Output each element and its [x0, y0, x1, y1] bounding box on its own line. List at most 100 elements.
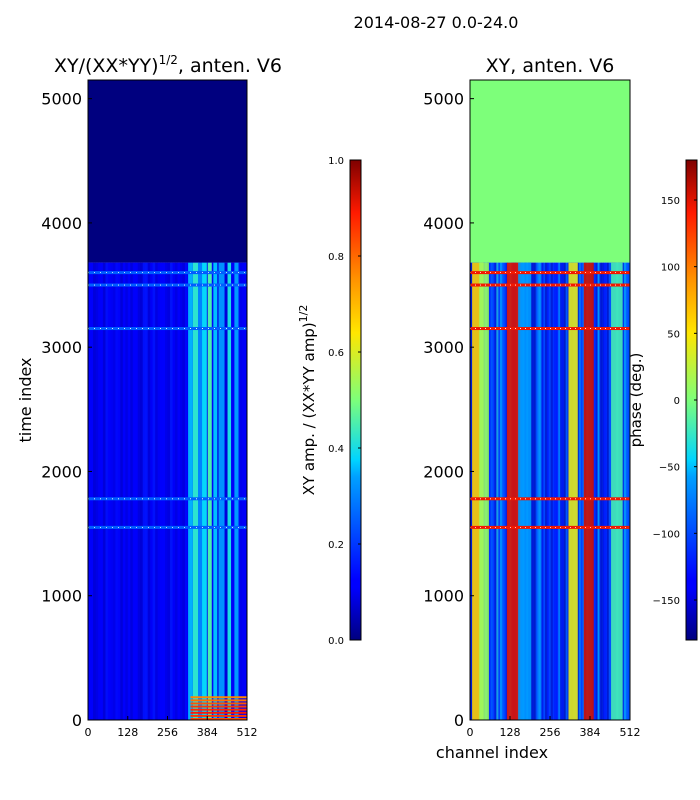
- phase-texture-column: [500, 262, 503, 720]
- amplitude-texture-column: [172, 262, 176, 720]
- phase-empty-region: [470, 80, 630, 263]
- phase-channel-band: [472, 262, 484, 720]
- amplitude-noise-strip: [190, 702, 247, 705]
- amplitude-texture-column: [167, 262, 171, 720]
- phase-panel-title: XY, anten. V6: [486, 55, 615, 77]
- phase-channel-band: [518, 262, 532, 720]
- phase-texture-column: [556, 262, 559, 720]
- amplitude-texture-column: [142, 262, 146, 720]
- phase-texture-column: [558, 262, 561, 720]
- amplitude-texture-column: [125, 262, 129, 720]
- amplitude-texture-column: [92, 262, 96, 720]
- phase-texture-column: [505, 262, 509, 720]
- phase-texture-column: [546, 262, 550, 720]
- phase-channel-band: [611, 262, 623, 720]
- amplitude-texture-column: [229, 262, 233, 720]
- phase-colorbar: −150 −100 −50 0 50 100 150 phase (deg.): [627, 159, 698, 641]
- amplitude-channel-band: [198, 262, 203, 720]
- amplitude-noise-strip: [190, 699, 247, 702]
- amplitude-flagged-row: [88, 327, 247, 331]
- phase-texture-column: [498, 262, 501, 720]
- amplitude-texture-column: [88, 262, 91, 720]
- amplitude-texture-column: [130, 262, 134, 720]
- phase-texture-column: [492, 262, 495, 720]
- phase-x-tick-label: 256: [540, 726, 561, 739]
- phase-texture-column: [554, 262, 557, 720]
- phase-x-ticks: 0 128 256 384 512: [467, 716, 641, 739]
- amplitude-title-sup: 1/2: [159, 53, 178, 67]
- amplitude-texture-column: [237, 262, 241, 720]
- amplitude-x-tick-label: 128: [117, 726, 138, 739]
- amplitude-texture-column: [174, 262, 178, 720]
- phase-channel-band: [506, 262, 521, 720]
- amplitude-y-tick-label: 5000: [41, 90, 82, 109]
- amplitude-colorbar-gradient: [349, 159, 362, 641]
- phase-x-axis-label: channel index: [436, 743, 548, 762]
- amplitude-texture-column: [135, 262, 139, 720]
- amplitude-colorbar-tick-label: 0.8: [328, 252, 344, 263]
- phase-y-ticks: 0 1000 2000 3000 4000 5000: [423, 90, 474, 730]
- amplitude-texture-column: [242, 262, 246, 720]
- phase-y-tick-label: 5000: [423, 90, 464, 109]
- amplitude-flagged-row: [88, 271, 247, 275]
- phase-texture-column: [488, 262, 492, 720]
- phase-colorbar-tick-label: −100: [653, 529, 680, 540]
- amplitude-colorbar-label-sup: 1/2: [297, 305, 310, 323]
- amplitude-y-tick-label: 2000: [41, 462, 82, 481]
- amplitude-heatmap: [88, 80, 247, 720]
- amplitude-texture-column: [165, 262, 168, 720]
- amplitude-y-tick-label: 0: [72, 711, 82, 730]
- phase-texture-column: [595, 262, 599, 720]
- amplitude-texture-column: [100, 262, 104, 720]
- amplitude-colorbar-tick-label: 0.6: [328, 348, 344, 359]
- amplitude-texture-column: [105, 262, 109, 720]
- phase-colorbar-ticks: −150 −100 −50 0 50 100 150: [653, 196, 697, 607]
- phase-texture-column: [539, 262, 542, 720]
- amplitude-texture-column: [182, 262, 186, 720]
- phase-texture-column: [470, 262, 473, 720]
- amplitude-texture-column: [184, 262, 188, 720]
- amplitude-channel-band: [218, 262, 225, 720]
- amplitude-texture-column: [232, 262, 236, 720]
- amplitude-channel-band: [192, 262, 200, 720]
- amplitude-texture-column: [179, 262, 183, 720]
- amplitude-x-tick-label: 384: [197, 726, 218, 739]
- amplitude-texture-column: [162, 262, 166, 720]
- phase-channel-band: [479, 262, 489, 720]
- amplitude-noise-strip: [190, 718, 247, 720]
- phase-texture-column: [608, 262, 612, 720]
- amplitude-texture-column: [122, 262, 126, 720]
- phase-colorbar-tick-label: 0: [674, 396, 680, 407]
- amplitude-texture-column: [169, 262, 173, 720]
- phase-texture-column: [599, 262, 602, 720]
- amplitude-texture-column: [132, 262, 136, 720]
- phase-texture-column: [601, 262, 604, 720]
- amplitude-texture-column: [160, 262, 164, 720]
- phase-colorbar-tick-label: −50: [659, 463, 680, 474]
- amplitude-colorbar-tick-label: 1.0: [328, 156, 344, 167]
- figure-suptitle: 2014-08-27 0.0-24.0: [354, 13, 519, 32]
- amplitude-flagged-row: [88, 525, 247, 529]
- amplitude-texture-column: [147, 262, 151, 720]
- amplitude-y-tick-label: 3000: [41, 338, 82, 357]
- phase-texture-column: [531, 262, 535, 720]
- phase-texture-column: [535, 262, 539, 720]
- amplitude-texture-column: [177, 262, 181, 720]
- phase-panel: XY, anten. V6 0 1000 2000 3000 4000 5000 0 128…: [423, 55, 640, 762]
- amplitude-channel-band: [227, 262, 232, 720]
- amplitude-panel-title: XY/(XX*YY)1/2, anten. V6: [54, 53, 282, 77]
- amplitude-texture-column: [112, 262, 116, 720]
- amplitude-colorbar-tick-label: 0.0: [328, 636, 344, 647]
- phase-y-tick-label: 0: [454, 711, 464, 730]
- phase-texture-column: [605, 262, 608, 720]
- amplitude-panel: XY/(XX*YY)1/2, anten. V6 0 1000 2000 3000 40…: [16, 53, 282, 739]
- phase-texture-column: [593, 262, 597, 720]
- amplitude-texture-column: [110, 262, 114, 720]
- amplitude-noise-strip: [190, 705, 247, 708]
- amplitude-noise-strip: [190, 696, 247, 699]
- amplitude-colorbar: 0.0 0.2 0.4 0.6 0.8 1.0 XY amp. / (XX*YY amp)…: [297, 156, 362, 647]
- phase-texture-column: [576, 262, 580, 720]
- amplitude-y-axis-label: time index: [16, 357, 35, 442]
- amplitude-y-ticks: 0 1000 2000 3000 4000 5000: [41, 90, 92, 730]
